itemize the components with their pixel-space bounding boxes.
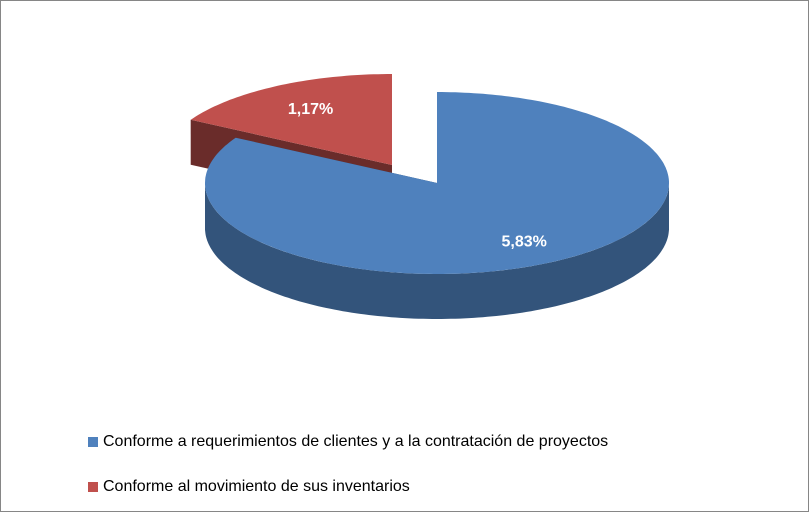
slice	[190, 74, 392, 165]
data-label: 1,17%	[288, 101, 333, 118]
legend-swatch	[88, 437, 98, 447]
legend-label: Conforme al movimiento de sus inventario…	[103, 478, 410, 495]
pie	[190, 74, 669, 319]
slice	[205, 92, 669, 274]
legend-swatch	[88, 482, 98, 492]
data-label: 5,83%	[502, 233, 547, 250]
slice-wall	[205, 183, 669, 319]
legend-label: Conforme a requerimientos de clientes y …	[103, 433, 608, 450]
